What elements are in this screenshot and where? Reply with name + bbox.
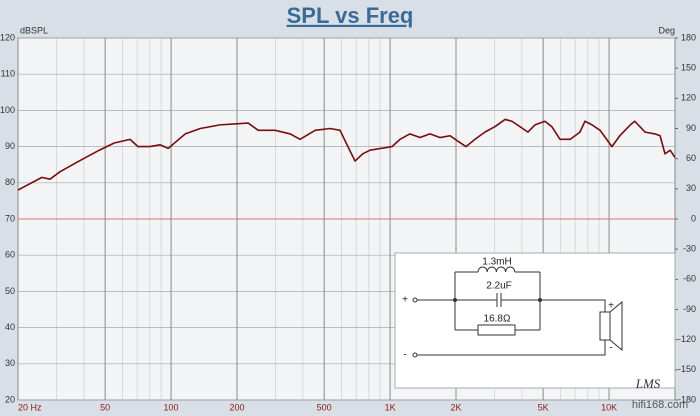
y2-tick-label: 120 xyxy=(681,93,696,103)
y2-tick-label: -60 xyxy=(683,274,696,284)
y-tick-label: 50 xyxy=(5,286,15,296)
circuit-inset: 1.3mH 2.2uF 16.8Ω + - + - xyxy=(394,252,676,389)
chart-title: SPL vs Freq xyxy=(287,3,414,28)
y-tick-label: 90 xyxy=(5,141,15,151)
x-tick-label: 2K xyxy=(450,402,461,412)
x-tick-label: 50 xyxy=(100,402,110,412)
terminal-label: - xyxy=(403,350,406,361)
y2-axis-label: Deg xyxy=(658,25,675,35)
y-tick-label: 100 xyxy=(0,105,15,115)
y-tick-label: 120 xyxy=(0,32,15,42)
y2-tick-label: -150 xyxy=(678,364,696,374)
y-axis-label: dBSPL xyxy=(20,25,48,35)
y2-tick-label: 30 xyxy=(686,183,696,193)
x-tick-label: 100 xyxy=(164,402,179,412)
x-tick-label: 5K xyxy=(538,402,549,412)
y2-tick-label: -30 xyxy=(683,244,696,254)
x-tick-label: 1K xyxy=(385,402,396,412)
y-tick-label: 20 xyxy=(5,394,15,404)
y-tick-label: 70 xyxy=(5,213,15,223)
y-tick-label: 30 xyxy=(5,358,15,368)
y2-tick-label: -180 xyxy=(678,394,696,404)
terminal-label: + xyxy=(608,301,614,312)
y2-tick-label: 150 xyxy=(681,63,696,73)
resistor-label: 16.8Ω xyxy=(484,314,511,325)
y2-tick-label: -120 xyxy=(678,334,696,344)
y-tick-label: 40 xyxy=(5,322,15,332)
watermark: hifi168.com xyxy=(632,399,688,411)
x-tick-label: 20 Hz xyxy=(18,402,42,412)
terminal-label: + xyxy=(402,295,408,306)
y-tick-label: 110 xyxy=(1,69,15,79)
y2-tick-label: -90 xyxy=(683,304,696,314)
circuit-wires xyxy=(412,266,623,358)
terminal-label: - xyxy=(609,343,612,354)
capacitor-label: 2.2uF xyxy=(486,281,512,292)
inductor-label: 1.3mH xyxy=(482,257,511,268)
y-tick-label: 80 xyxy=(5,177,15,187)
x-tick-label: 500 xyxy=(317,402,332,412)
x-tick-label: 200 xyxy=(229,402,244,412)
y2-tick-label: 60 xyxy=(686,153,696,163)
data-line xyxy=(17,118,676,191)
y2-tick-label: 90 xyxy=(686,123,696,133)
logo: LMS xyxy=(635,376,661,391)
y-tick-label: 60 xyxy=(5,250,15,260)
y2-tick-label: 180 xyxy=(681,32,696,42)
y2-tick-label: 0 xyxy=(691,213,696,223)
x-tick-label: 10K xyxy=(601,402,617,412)
inset-box xyxy=(394,252,676,389)
